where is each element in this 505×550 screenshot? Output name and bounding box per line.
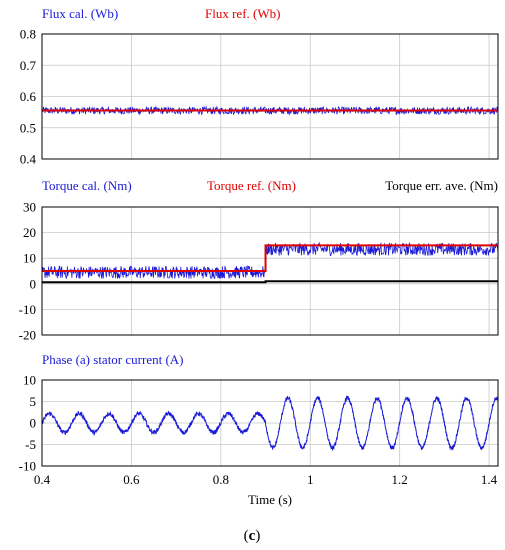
torque-ref-nm-line	[42, 244, 498, 272]
torque-err-ave-nm-line	[42, 280, 498, 284]
y-tick-label: 30	[23, 200, 36, 215]
y-tick-label: 0.6	[20, 89, 37, 104]
torque-series	[41, 241, 499, 284]
flux-series	[41, 105, 499, 116]
flux-panel: Flux cal. (Wb) Flux ref. (Wb) 0.80.70.60…	[20, 6, 499, 167]
x-tick-label: 1.2	[392, 472, 408, 487]
flux-plot-frame	[41, 33, 499, 160]
flux-ref-legend: Flux ref. (Wb)	[205, 6, 280, 21]
flux-x-gridlines	[131, 34, 490, 159]
torque-ref-legend: Torque ref. (Nm)	[207, 178, 296, 193]
y-tick-label: 0	[30, 416, 37, 431]
figure-caption: (c)	[244, 528, 261, 544]
torque-cal-nm-line	[41, 241, 499, 280]
x-tick-label: 0.4	[34, 472, 51, 487]
current-legend: Phase (a) stator current (A)	[42, 352, 184, 367]
x-axis-label: Time (s)	[248, 492, 292, 507]
current-series	[41, 395, 499, 452]
y-tick-label: 20	[23, 225, 36, 240]
caption-letter: c	[249, 528, 256, 544]
current-plot-frame	[41, 379, 499, 467]
y-tick-label: 0.4	[20, 152, 37, 167]
caption-open-paren: (	[244, 528, 249, 544]
y-tick-label: -5	[25, 437, 36, 452]
x-tick-label: 1.4	[481, 472, 498, 487]
x-tick-label: 0.8	[213, 472, 229, 487]
y-tick-label: -10	[19, 302, 36, 317]
torque-err-legend: Torque err. ave. (Nm)	[385, 178, 498, 193]
y-tick-label: -20	[19, 328, 36, 343]
x-tick-label: 0.6	[123, 472, 140, 487]
current-panel: Phase (a) stator current (A) 10 5 0 -5 -10 0…	[19, 352, 499, 507]
y-tick-label: 0.5	[20, 120, 36, 135]
torque-plot-frame	[41, 206, 499, 336]
current-x-tick-labels: 0.4 0.6 0.8 1 1.2 1.4	[34, 472, 498, 487]
x-tick-label: 1	[307, 472, 314, 487]
y-tick-label: 10	[23, 251, 36, 266]
y-tick-label: -10	[19, 459, 36, 474]
caption-close-paren: )	[255, 528, 260, 544]
torque-y-tick-labels: 30 20 10 0 -10 -20	[19, 200, 36, 343]
y-tick-label: 0.8	[20, 27, 36, 42]
torque-panel: Torque cal. (Nm) Torque ref. (Nm) Torque…	[19, 178, 499, 343]
y-tick-label: 5	[30, 394, 37, 409]
flux-y-tick-labels: 0.8 0.7 0.6 0.5 0.4	[20, 27, 37, 167]
y-tick-label: 0.7	[20, 58, 37, 73]
torque-y-gridlines	[42, 232, 498, 310]
flux-cal-legend: Flux cal. (Wb)	[42, 6, 118, 21]
phase-a-stator-current-a-line	[41, 395, 499, 452]
current-y-tick-labels: 10 5 0 -5 -10	[19, 373, 36, 474]
torque-cal-legend: Torque cal. (Nm)	[42, 178, 132, 193]
y-tick-label: 10	[23, 373, 36, 388]
y-tick-label: 0	[30, 276, 37, 291]
flux-y-gridlines	[42, 64, 498, 129]
